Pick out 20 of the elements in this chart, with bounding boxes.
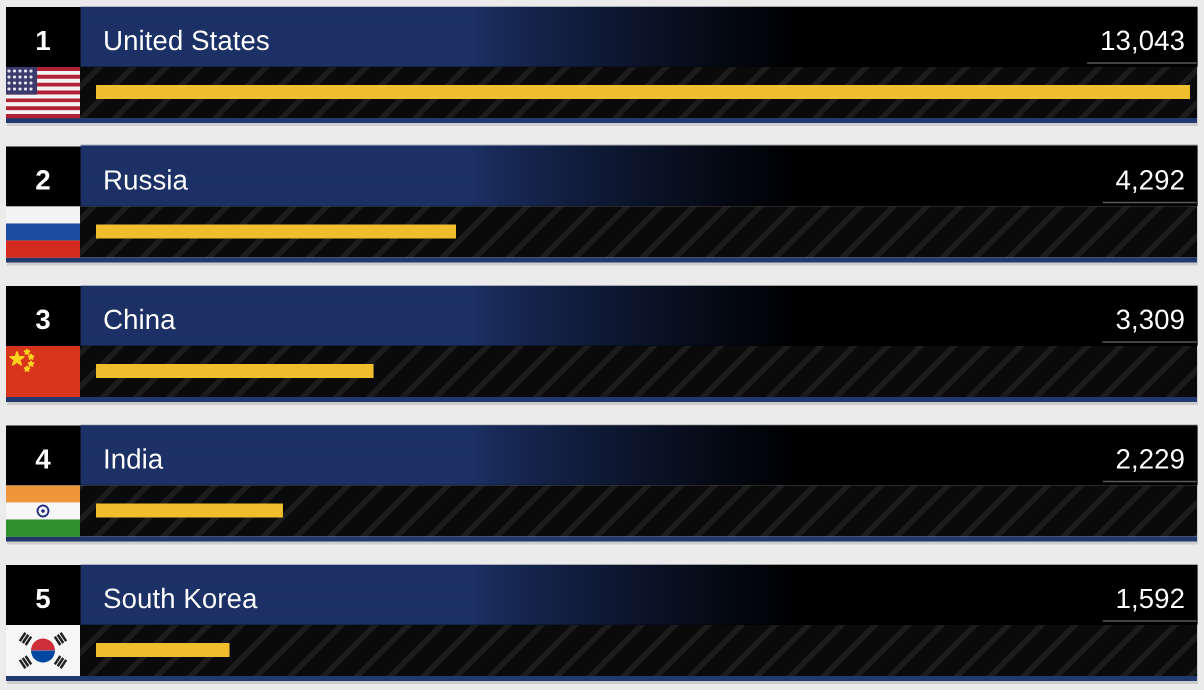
y-tick-label: South Korea [104, 587, 258, 609]
text: 1 [37, 30, 50, 50]
data-label: 13,043 [1102, 30, 1184, 54]
y-tick-label: India [105, 448, 164, 469]
bar [96, 503, 283, 518]
text: 4 [35, 449, 51, 469]
y-tick-label: United States [105, 29, 269, 51]
bar [96, 224, 456, 239]
text: 2 [36, 170, 50, 190]
text: 5 [36, 588, 50, 609]
text: 3 [35, 309, 50, 330]
bar [96, 85, 1190, 99]
y-tick-label: China [104, 308, 176, 330]
data-label: 4,292 [1116, 170, 1184, 194]
bar [96, 364, 374, 378]
data-label: 2,229 [1116, 449, 1184, 473]
bar [96, 643, 230, 657]
y-tick-label: Russia [105, 169, 188, 190]
data-label: 1,592 [1117, 588, 1184, 612]
data-label: 3,309 [1116, 309, 1184, 333]
